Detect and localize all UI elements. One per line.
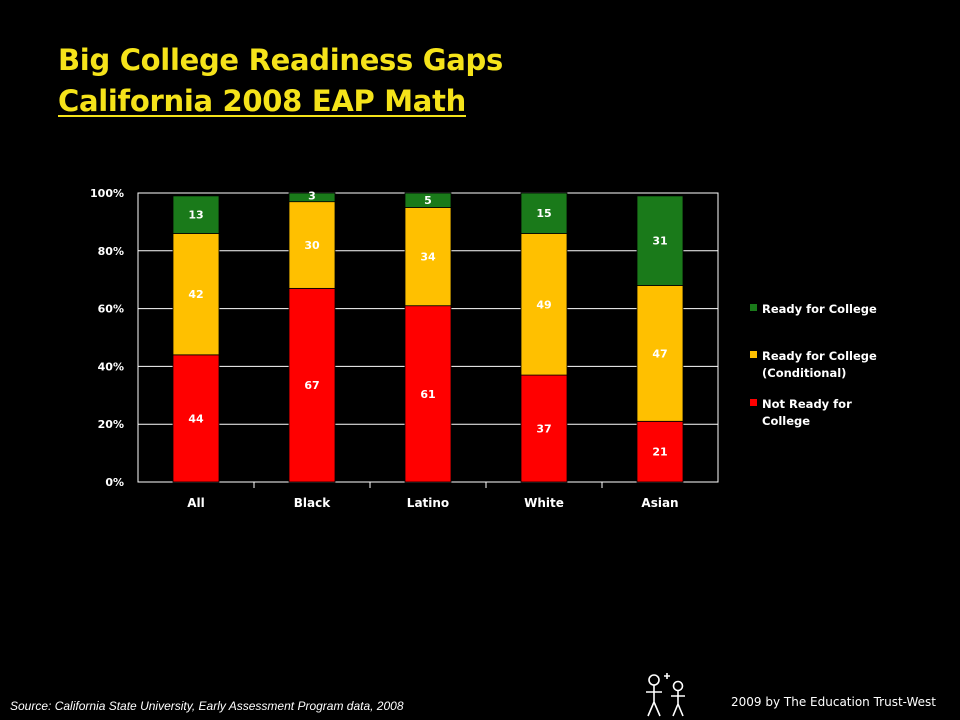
bar-segment [520, 233, 568, 376]
bar-segment [520, 374, 568, 483]
data-label: 67 [304, 379, 319, 392]
bar-segment [172, 354, 220, 483]
title-line-2: California 2008 EAP Math [58, 84, 466, 118]
bar-segment [172, 233, 220, 356]
education-trust-logo [646, 673, 685, 717]
data-label: 3 [308, 189, 316, 202]
data-label: 15 [536, 207, 551, 220]
legend-label: College [762, 414, 810, 428]
page-title: Big College Readiness Gaps California 20… [58, 40, 503, 122]
x-tick-label: All [187, 496, 205, 510]
data-label: 21 [652, 446, 667, 459]
legend-swatch [750, 304, 757, 311]
legend-label: (Conditional) [762, 366, 846, 380]
data-label: 61 [420, 388, 435, 401]
bar-segment [288, 201, 336, 289]
data-label: 30 [304, 239, 320, 252]
data-label: 42 [188, 288, 203, 301]
title-line-1: Big College Readiness Gaps [58, 43, 503, 77]
legend-swatch [750, 399, 757, 406]
bar-segment [172, 195, 220, 234]
bar-segment [404, 192, 452, 208]
legend-swatch [750, 351, 757, 358]
bar-segment [520, 192, 568, 234]
y-tick-label: 80% [98, 245, 124, 258]
bar-segment [288, 192, 336, 203]
data-label: 13 [188, 209, 203, 222]
bar-segment [404, 305, 452, 483]
data-label: 44 [188, 412, 204, 425]
legend-label: Ready for College [762, 302, 877, 316]
source-note: Source: California State University, Ear… [10, 699, 404, 713]
data-label: 37 [536, 423, 551, 436]
data-label: 49 [536, 298, 551, 311]
data-label: 47 [652, 347, 667, 360]
bar-segment [636, 285, 684, 422]
y-tick-label: 40% [98, 360, 124, 373]
y-tick-label: 20% [98, 418, 124, 431]
legend-label: Not Ready for [762, 397, 852, 411]
legend-label: Ready for College [762, 349, 877, 363]
data-label: 5 [424, 194, 432, 207]
bar-segment [636, 420, 684, 483]
copyright-credit: 2009 by The Education Trust-West [731, 695, 936, 709]
data-label: 34 [420, 251, 436, 264]
x-tick-label: White [524, 496, 564, 510]
x-tick-label: Latino [407, 496, 449, 510]
data-label: 31 [652, 235, 667, 248]
y-tick-label: 0% [105, 476, 124, 489]
y-tick-label: 100% [90, 187, 124, 200]
x-tick-label: Asian [641, 496, 678, 510]
bar-segment [636, 195, 684, 286]
y-tick-label: 60% [98, 303, 124, 316]
bar-segment [288, 287, 336, 483]
x-tick-label: Black [294, 496, 331, 510]
